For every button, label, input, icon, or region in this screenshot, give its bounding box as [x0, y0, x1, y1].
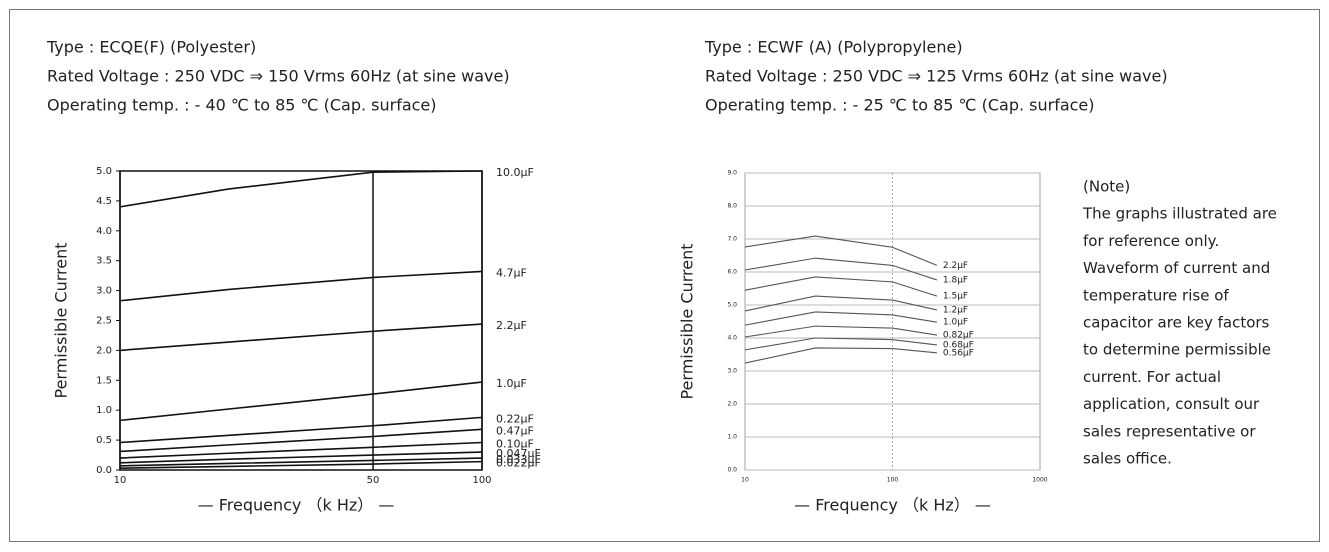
y-tick-label: 1.0	[727, 434, 737, 441]
spec-line: Rated Voltage : 250 VDC ⇒ 150 Vrms 60Hz …	[47, 67, 510, 86]
line	[744, 337, 937, 351]
series-label: 0.47μF	[496, 424, 534, 437]
y-tick-label: 4.5	[96, 196, 112, 207]
frame	[9, 9, 1320, 542]
x-tick-label: 50	[367, 475, 380, 486]
x-axis-title: — Frequency （k Hz） —	[794, 496, 991, 515]
spec-line: Type : ECWF (A) (Polypropylene)	[704, 38, 963, 57]
series-label: 2.2μF	[943, 261, 968, 271]
y-tick-label: 0.5	[96, 435, 112, 446]
note-line: application, consult our	[1083, 395, 1260, 413]
y-tick-label: 2.0	[96, 345, 112, 356]
series-label: 1.0μF	[943, 318, 968, 328]
x-tick-label: 10	[741, 477, 749, 484]
y-tick-label: 5.0	[96, 166, 112, 177]
series-label: 0.56μF	[943, 348, 974, 358]
y-tick-label: 1.5	[96, 375, 112, 386]
y-tick-label: 5.0	[727, 302, 737, 309]
series-label: 1.8μF	[943, 275, 968, 285]
x-tick-label: 10	[114, 475, 127, 486]
series-label: 0.10μF	[496, 437, 534, 450]
note-line: for reference only.	[1083, 232, 1219, 250]
series-label: 1.5μF	[943, 292, 968, 302]
x-tick-label: 100	[887, 477, 899, 484]
line	[119, 323, 483, 352]
series-label: 0.22μF	[496, 412, 534, 425]
note-line: to determine permissible	[1083, 341, 1271, 359]
series-label: 1.2μF	[943, 305, 968, 315]
y-tick-label: 4.0	[96, 226, 112, 237]
line	[119, 416, 483, 444]
y-axis-title: Permissible Current	[52, 243, 71, 399]
y-axis-title: Permissible Current	[678, 244, 697, 400]
y-tick-label: 8.0	[727, 203, 737, 210]
note-line: sales representative or	[1083, 422, 1256, 440]
line	[119, 451, 483, 464]
y-tick-label: 0.0	[727, 467, 737, 474]
series-label: 4.7μF	[496, 266, 527, 279]
line	[119, 460, 483, 470]
y-tick-label: 1.0	[96, 405, 112, 416]
line	[744, 311, 937, 326]
line	[744, 347, 937, 364]
line	[119, 457, 483, 467]
note-line: sales office.	[1083, 450, 1172, 468]
y-tick-label: 7.0	[727, 236, 737, 243]
spec-line: Operating temp. : - 25 ℃ to 85 ℃ (Cap. s…	[705, 96, 1095, 115]
y-tick-label: 2.5	[96, 316, 112, 327]
spec-line: Operating temp. : - 40 ℃ to 85 ℃ (Cap. s…	[47, 96, 437, 115]
line	[119, 270, 483, 302]
series-label: 1.0μF	[496, 377, 527, 390]
line	[119, 170, 483, 208]
note-line: (Note)	[1083, 178, 1130, 196]
note-line: temperature rise of	[1083, 286, 1229, 304]
x-tick-label: 1000	[1032, 477, 1047, 484]
note-line: capacitor are key factors	[1083, 314, 1270, 332]
series-label: 0.047μF	[496, 447, 541, 460]
note-line: Waveform of current and	[1083, 259, 1270, 277]
x-tick-label: 100	[472, 475, 491, 486]
y-tick-label: 3.0	[727, 368, 737, 375]
spec-line: Rated Voltage : 250 VDC ⇒ 125 Vrms 60Hz …	[705, 67, 1168, 86]
spec-line: Type : ECQE(F) (Polyester)	[46, 38, 256, 57]
note-line: The graphs illustrated are	[1082, 205, 1277, 223]
y-tick-label: 0.0	[96, 465, 112, 476]
series-label: 10.0μF	[496, 166, 534, 179]
line	[744, 257, 938, 281]
line	[119, 428, 483, 453]
note-line: current. For actual	[1083, 368, 1221, 386]
y-tick-label: 6.0	[727, 269, 737, 276]
line	[744, 276, 938, 297]
line	[744, 235, 938, 266]
line	[744, 295, 938, 312]
line	[119, 441, 483, 459]
x-axis-title: — Frequency （k Hz） —	[198, 496, 395, 515]
y-tick-label: 4.0	[727, 335, 737, 342]
line	[744, 325, 937, 338]
series-label: 0.68μF	[943, 340, 974, 350]
y-tick-label: 3.0	[96, 286, 112, 297]
line	[119, 381, 483, 422]
y-tick-label: 3.5	[96, 256, 112, 267]
series-label: 2.2μF	[496, 319, 527, 332]
y-tick-label: 2.0	[727, 401, 737, 408]
series-label: 0.033μF	[496, 453, 541, 466]
plot-frame	[119, 170, 483, 471]
series-label: 0.022μF	[496, 457, 541, 470]
y-tick-label: 9.0	[727, 170, 737, 177]
series-label: 0.82μF	[943, 331, 974, 341]
